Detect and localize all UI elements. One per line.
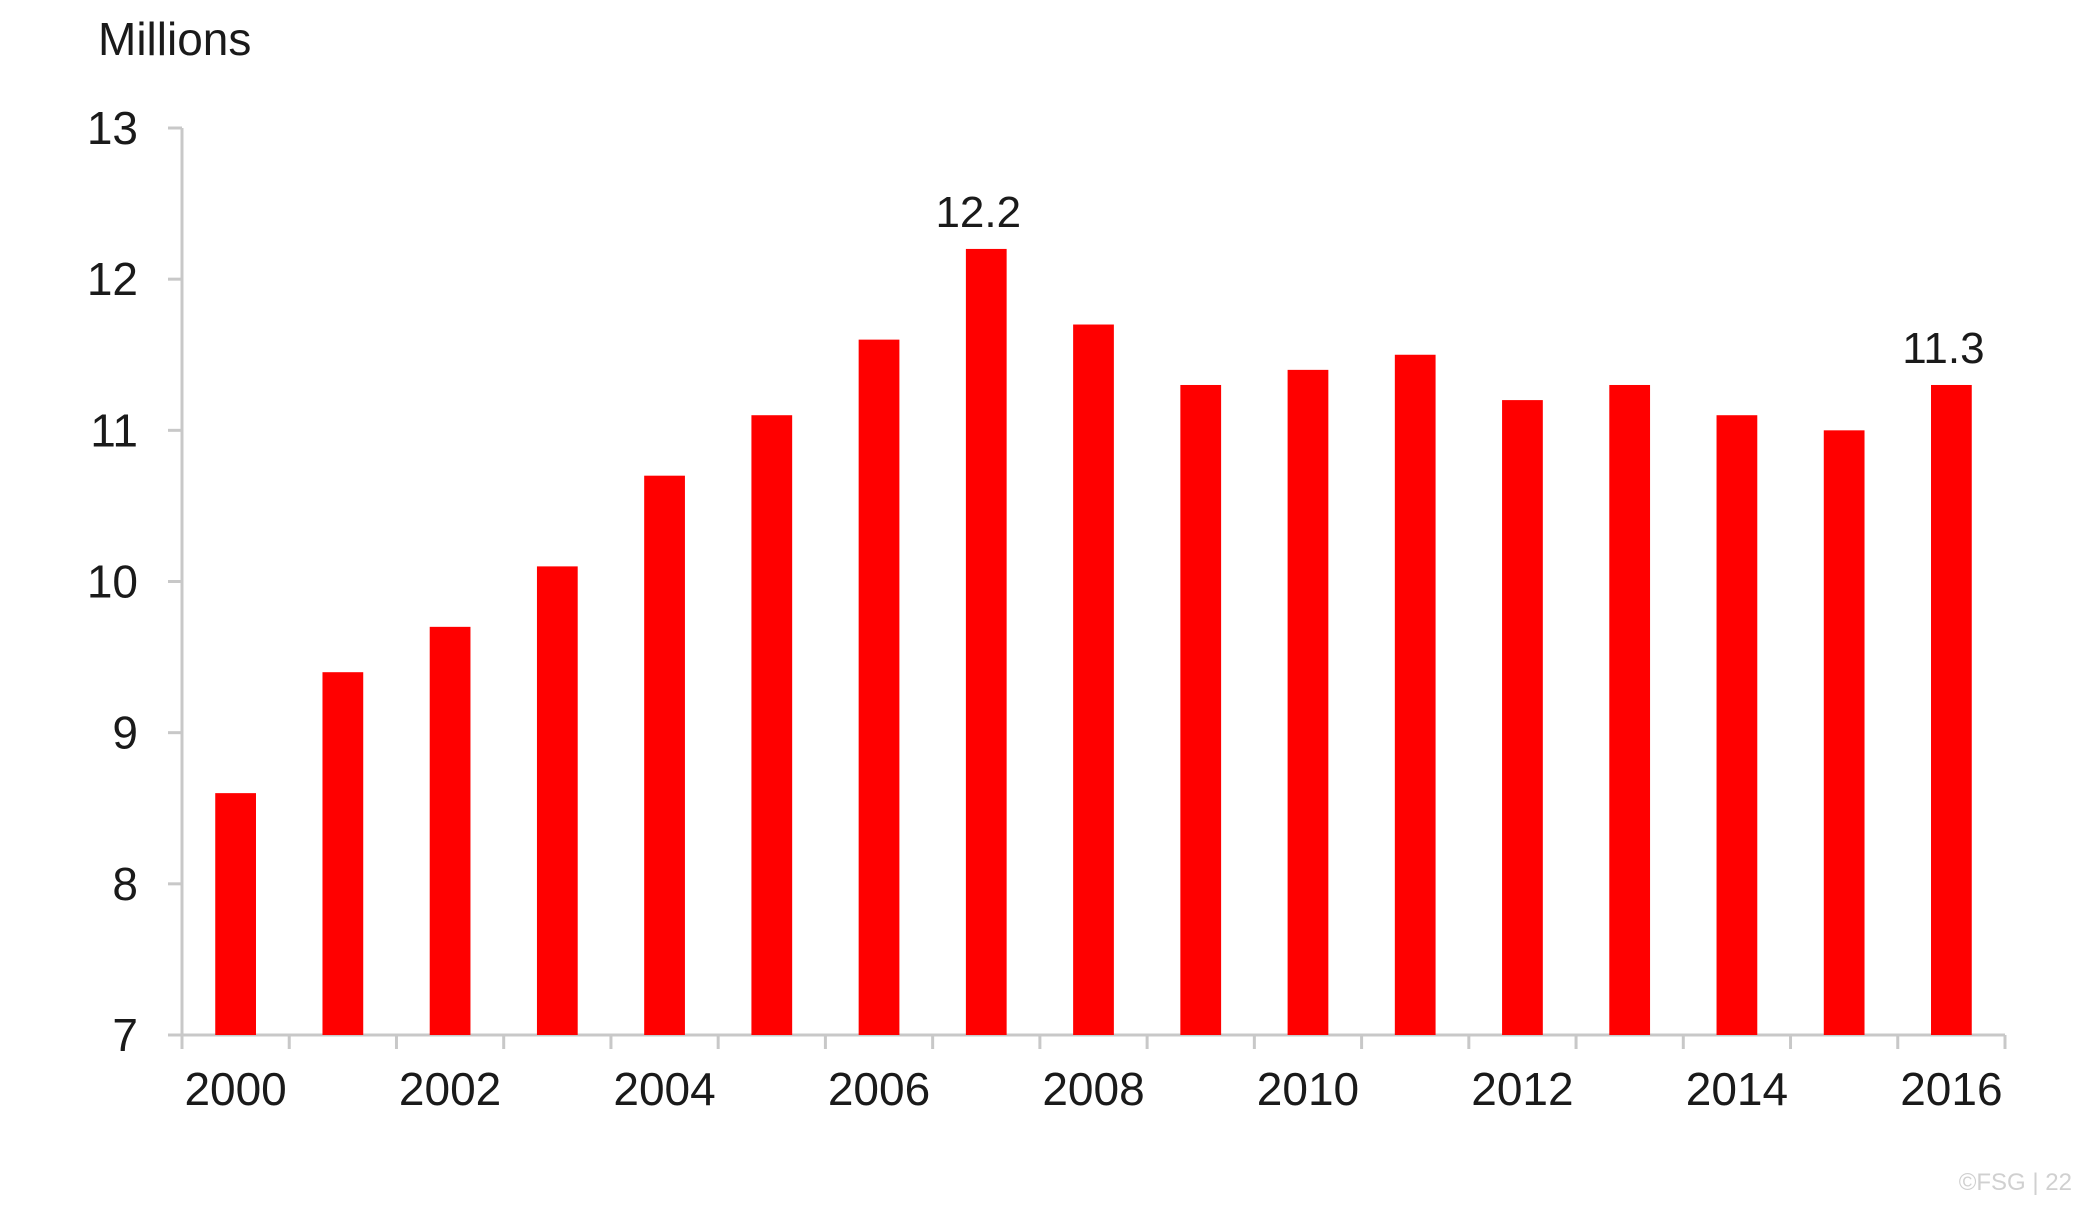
bar-2016 <box>1931 384 1972 1035</box>
y-tick-label: 11 <box>90 404 138 456</box>
x-tick-label: 2016 <box>1900 1063 2002 1115</box>
x-tick-label: 2012 <box>1471 1063 1573 1115</box>
y-axis: 7 8 9 10 11 12 13 <box>87 102 184 1061</box>
bar-2010 <box>1287 369 1329 1035</box>
y-tick-label: 7 <box>112 1009 138 1061</box>
bar-2005 <box>751 415 793 1035</box>
bar-2006 <box>858 339 900 1036</box>
bar-2008 <box>1073 324 1114 1035</box>
bar-2015 <box>1823 430 1865 1035</box>
bar-2001 <box>322 672 364 1035</box>
bar-2007 <box>965 248 1007 1035</box>
x-tick-label: 2010 <box>1257 1063 1359 1115</box>
x-tick-label: 2008 <box>1042 1063 1144 1115</box>
data-label-2016: 11.3 <box>1902 324 1984 373</box>
x-tick-label: 2004 <box>613 1063 715 1115</box>
y-tick-label: 12 <box>87 253 138 305</box>
bar-2003 <box>536 566 578 1035</box>
y-tick-label: 10 <box>87 556 138 608</box>
x-axis: 2000 2002 2004 2006 2008 2010 2012 2014 2016 <box>180 1033 2007 1115</box>
bar-2014 <box>1716 415 1758 1035</box>
x-tick-label: 2014 <box>1686 1063 1788 1115</box>
y-tick-label: 9 <box>112 707 138 759</box>
y-tick-label: 8 <box>112 858 138 910</box>
data-labels: 12.2 11.3 <box>935 188 1984 373</box>
footer-credit: ©FSG | 22 <box>1959 1169 2072 1196</box>
bar-series <box>215 248 1972 1036</box>
bar-2013 <box>1609 384 1651 1035</box>
bar-2002 <box>429 626 471 1035</box>
y-axis-unit-label: Millions <box>98 13 251 65</box>
x-tick-label: 2000 <box>184 1063 286 1115</box>
y-tick-label: 13 <box>87 102 138 154</box>
bar-2012 <box>1502 400 1543 1036</box>
x-tick-label: 2006 <box>828 1063 930 1115</box>
data-label-2007: 12.2 <box>935 188 1021 237</box>
bar-2000 <box>215 793 256 1035</box>
x-tick-label: 2002 <box>399 1063 501 1115</box>
bar-2011 <box>1394 354 1436 1035</box>
bar-2009 <box>1180 384 1222 1035</box>
bar-2004 <box>644 475 685 1035</box>
